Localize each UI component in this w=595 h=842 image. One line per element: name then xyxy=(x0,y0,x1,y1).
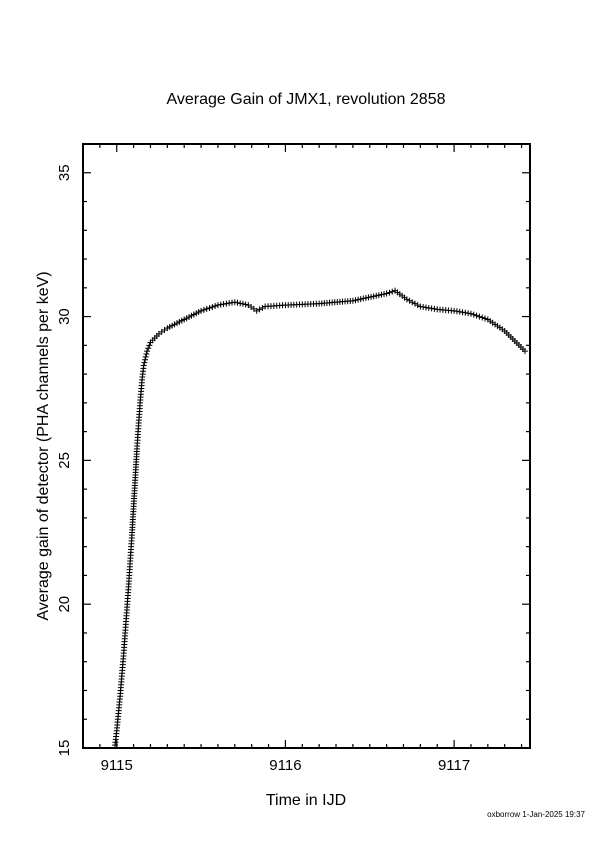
data-point xyxy=(414,302,421,309)
data-point xyxy=(206,304,213,311)
data-point xyxy=(242,301,249,308)
data-point xyxy=(198,307,205,314)
data-point xyxy=(381,291,388,298)
data-point xyxy=(140,362,147,369)
data-point xyxy=(142,356,149,363)
data-point xyxy=(142,353,149,360)
data-point xyxy=(403,296,410,303)
data-point xyxy=(352,297,359,304)
y-tick-labels: 15 20 25 30 35 xyxy=(56,164,73,756)
data-point xyxy=(378,291,385,298)
data-point xyxy=(375,292,382,299)
x-tick-label: 9115 xyxy=(101,757,133,774)
data-point xyxy=(200,306,207,313)
y-tick-label: 20 xyxy=(56,596,73,613)
data-point xyxy=(470,311,477,318)
data-point xyxy=(521,348,528,355)
data-point xyxy=(383,290,390,297)
data-point xyxy=(467,310,474,317)
data-point xyxy=(234,299,241,306)
y-tick-label: 25 xyxy=(56,452,73,469)
data-point xyxy=(203,305,210,312)
data-point xyxy=(237,300,244,307)
data-point xyxy=(386,289,393,296)
data-point xyxy=(365,294,372,301)
y-tick-label: 35 xyxy=(56,164,73,181)
x-tick-label: 9116 xyxy=(269,757,301,774)
data-point xyxy=(355,296,362,303)
data-point xyxy=(360,295,367,302)
y-tick-label: 15 xyxy=(56,740,73,757)
data-point xyxy=(145,345,152,352)
data-point xyxy=(144,348,151,355)
y-axis-label: Average gain of detector (PHA channels p… xyxy=(35,271,52,620)
data-point xyxy=(231,299,238,306)
chart-title: Average Gain of JMX1, revolution 2858 xyxy=(167,91,446,108)
axis-ticks xyxy=(82,143,530,749)
data-points xyxy=(112,287,528,749)
data-point xyxy=(259,304,266,311)
y-tick-label: 30 xyxy=(56,308,73,325)
data-point xyxy=(143,350,150,357)
data-point xyxy=(482,315,489,322)
data-point xyxy=(406,297,413,304)
x-tick-labels: 9115 9116 9117 xyxy=(101,757,471,774)
data-point xyxy=(256,306,263,313)
data-point xyxy=(368,293,375,300)
data-point xyxy=(362,294,369,301)
data-point xyxy=(357,296,364,303)
data-point xyxy=(473,312,480,319)
x-tick-label: 9117 xyxy=(438,757,470,774)
data-point xyxy=(253,307,260,314)
plot-frame xyxy=(82,143,531,749)
footer-stamp: oxborrow 1-Jan-2025 19:37 xyxy=(487,810,585,819)
data-point xyxy=(209,303,216,310)
data-point xyxy=(409,299,416,306)
data-point xyxy=(389,288,396,295)
x-axis-label: Time in IJD xyxy=(266,792,346,809)
data-point xyxy=(373,292,380,299)
data-point xyxy=(411,300,418,307)
data-point xyxy=(146,342,153,349)
data-point xyxy=(239,300,246,307)
data-point xyxy=(141,359,148,366)
data-point xyxy=(212,303,219,310)
data-point xyxy=(479,314,486,321)
data-point xyxy=(370,293,377,300)
data-point xyxy=(476,313,483,320)
data-point xyxy=(349,297,356,304)
